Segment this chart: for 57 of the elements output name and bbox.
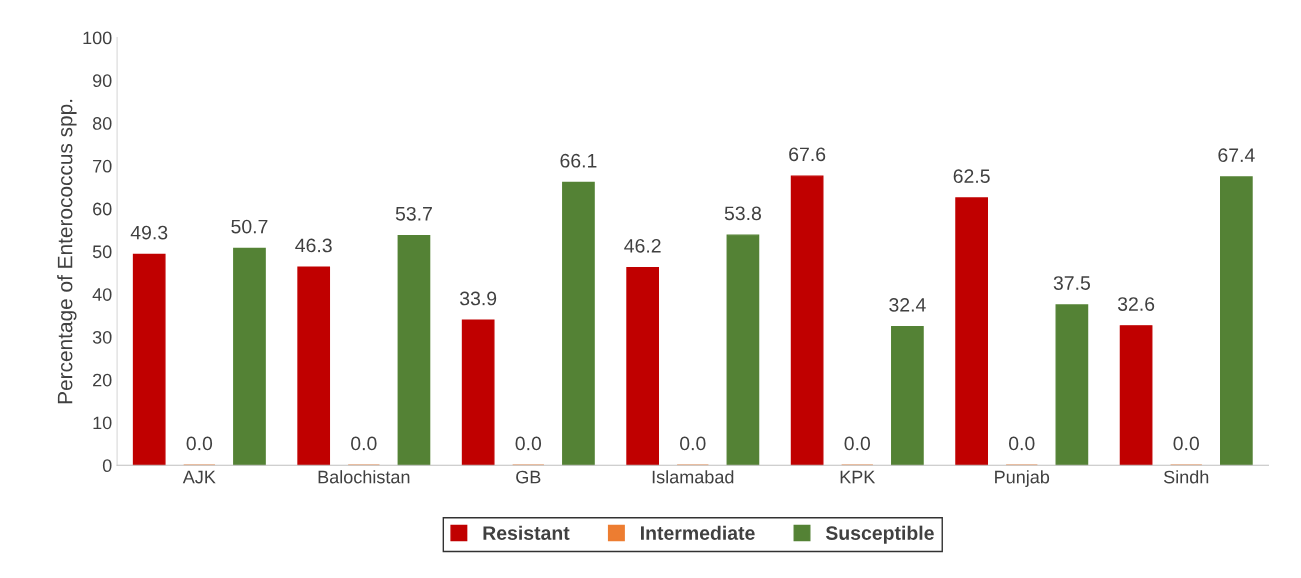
bar <box>955 197 988 466</box>
y-tick-label: 80 <box>92 117 112 130</box>
y-tick-label: 90 <box>92 74 112 88</box>
data-label: 53.8 <box>724 206 761 221</box>
legend-label: Resistant <box>483 525 570 540</box>
x-tick-label: KPK <box>840 470 876 484</box>
data-label: 0.0 <box>844 436 871 451</box>
bar <box>1055 304 1089 466</box>
data-label: 0.0 <box>515 436 542 451</box>
data-label: 66.1 <box>560 153 597 168</box>
data-label: 0.0 <box>186 436 213 451</box>
bar <box>233 247 266 466</box>
data-label: 33.9 <box>459 291 497 306</box>
data-label: 50.7 <box>231 219 268 234</box>
data-label: 0.0 <box>680 436 706 451</box>
bar <box>726 234 760 466</box>
y-tick-label: 0 <box>102 459 112 473</box>
bar <box>1220 176 1253 466</box>
data-label: 0.0 <box>351 436 377 451</box>
y-tick-label: 50 <box>92 245 112 259</box>
data-label: 32.4 <box>889 297 926 312</box>
data-label: 46.3 <box>295 238 332 253</box>
bar <box>562 181 595 466</box>
y-tick-label: 70 <box>93 159 112 173</box>
legend-label: Intermediate <box>641 525 755 540</box>
data-label: 49.3 <box>130 225 168 240</box>
bar <box>461 319 495 466</box>
x-tick-label: Balochistan <box>318 470 410 484</box>
x-tick-label: Punjab <box>995 470 1050 487</box>
x-tick-label: Sindh <box>1163 470 1209 484</box>
y-tick-label: 60 <box>93 202 112 216</box>
x-tick-label: GB <box>516 470 541 484</box>
bar <box>626 266 660 466</box>
data-label: 62.5 <box>953 169 990 184</box>
x-tick-label: Islamabad <box>652 470 734 484</box>
y-tick-label: 20 <box>93 373 112 387</box>
bar <box>891 326 924 466</box>
bar <box>297 266 331 466</box>
data-label: 53.7 <box>395 206 432 221</box>
bar <box>1119 325 1153 466</box>
y-axis-title: Percentage of Enterococcus spp. <box>57 99 77 404</box>
x-tick-label: AJK <box>182 470 216 484</box>
data-label: 46.2 <box>624 238 661 253</box>
data-label: 67.4 <box>1218 148 1255 163</box>
bar <box>132 253 166 466</box>
y-tick-label: 10 <box>93 416 112 430</box>
bar <box>790 175 824 466</box>
y-tick-label: 100 <box>83 31 112 45</box>
y-tick-label: 30 <box>92 330 112 344</box>
data-label: 0.0 <box>1173 436 1199 451</box>
bar <box>397 234 431 466</box>
data-label: 32.6 <box>1117 297 1155 311</box>
data-label: 0.0 <box>1009 436 1035 451</box>
y-tick-label: 40 <box>92 288 112 301</box>
data-label: 67.6 <box>789 147 826 162</box>
data-label: 37.5 <box>1053 276 1090 290</box>
legend-label: Susceptible <box>825 525 934 544</box>
